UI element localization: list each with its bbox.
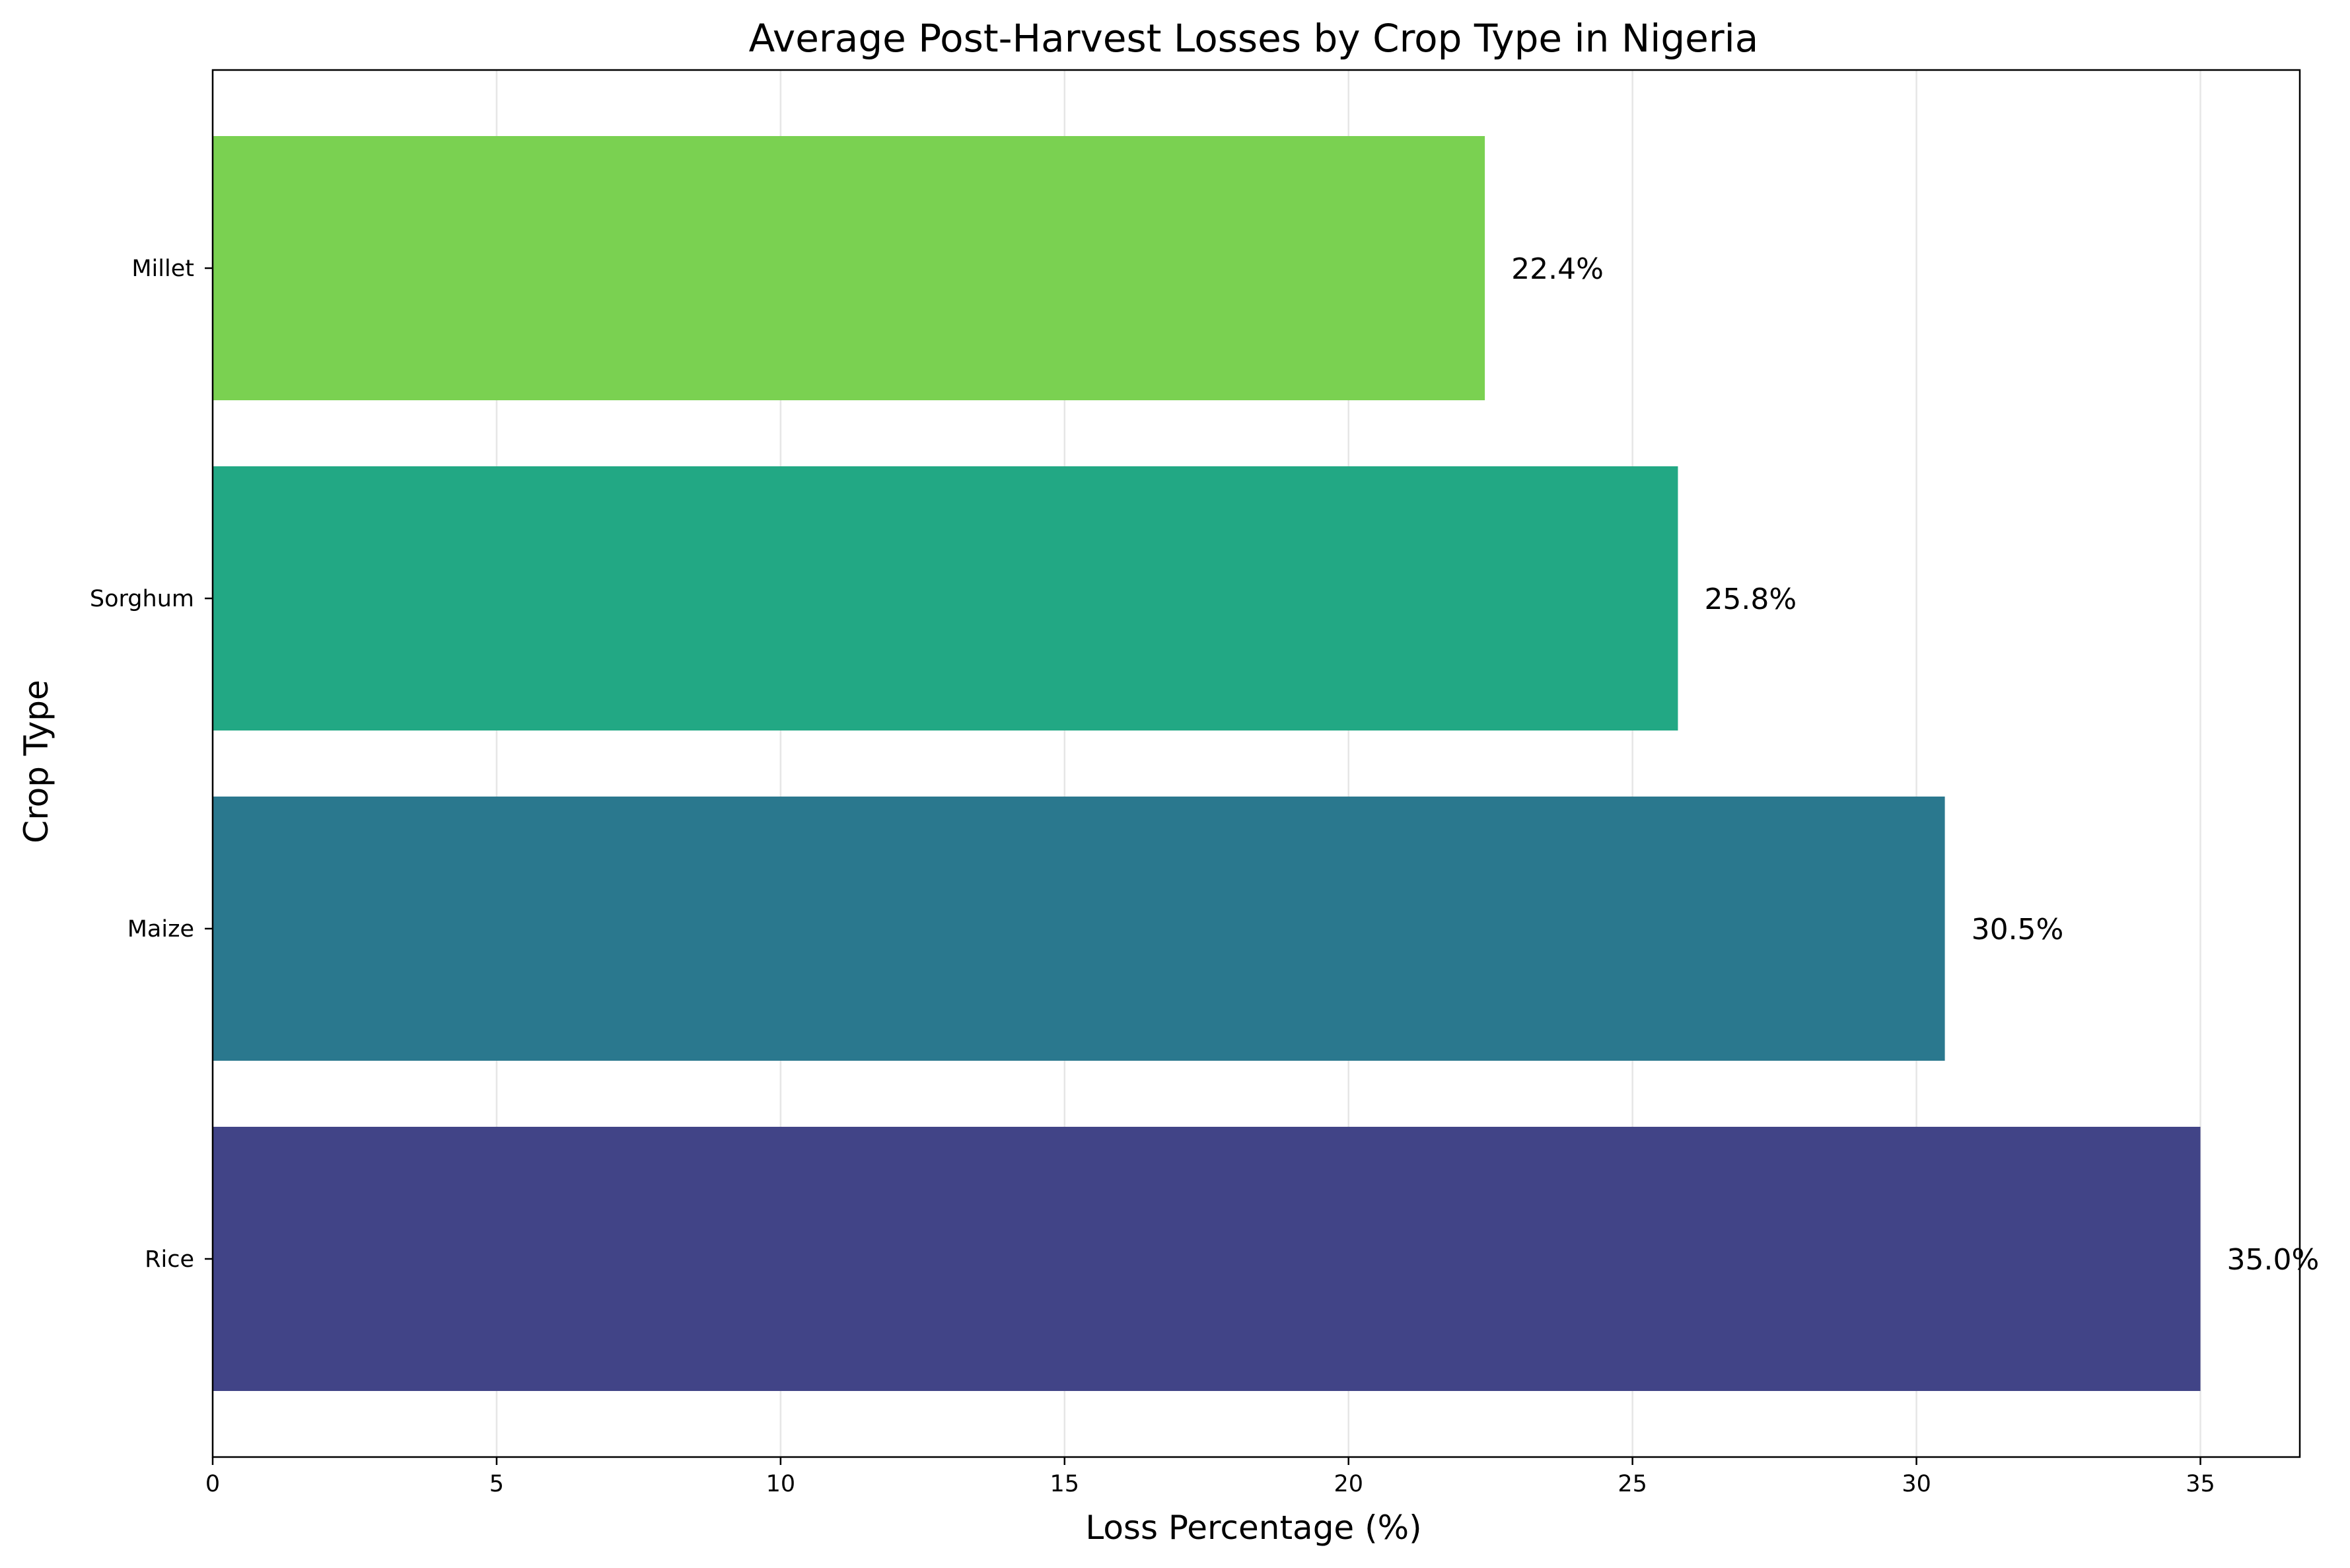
bar-sorghum (213, 466, 1678, 731)
bar-value-label: 35.0% (2227, 1243, 2320, 1277)
x-tick-label: 30 (1902, 1471, 1931, 1497)
bar-value-label: 30.5% (1972, 913, 2064, 946)
y-tick-label: Sorghum (90, 586, 194, 612)
bar-value-labels: 35.0% 30.5% 25.8% 22.4% (1511, 252, 2319, 1277)
x-tick-label: 35 (2186, 1471, 2215, 1497)
bar-value-label: 22.4% (1511, 252, 1604, 286)
plot-frame (211, 69, 2301, 1458)
y-tick-label: Maize (127, 916, 194, 943)
x-tick-label: 15 (1050, 1471, 1080, 1497)
bar-maize (213, 797, 1945, 1061)
x-tick-label: 20 (1334, 1471, 1363, 1497)
chart-title: Average Post-Harvest Losses by Crop Type… (749, 16, 1759, 61)
x-tick-label: 25 (1618, 1471, 1647, 1497)
y-tick-label: Millet (131, 256, 194, 282)
x-tick-label: 10 (766, 1471, 796, 1497)
bars (213, 136, 2201, 1391)
y-axis-title: Crop Type (17, 680, 55, 843)
x-tick-label: 0 (205, 1471, 220, 1497)
bar-millet (213, 136, 1485, 400)
x-axis-title: Loss Percentage (%) (1085, 1509, 1421, 1547)
axis-ticks: 0 5 10 15 20 25 30 35 Rice Maize Sorghum Millet (90, 256, 2215, 1497)
y-tick-label: Rice (145, 1246, 194, 1273)
bar-value-label: 25.8% (1704, 583, 1797, 616)
x-tick-label: 5 (489, 1471, 504, 1497)
bar-rice (213, 1127, 2201, 1391)
